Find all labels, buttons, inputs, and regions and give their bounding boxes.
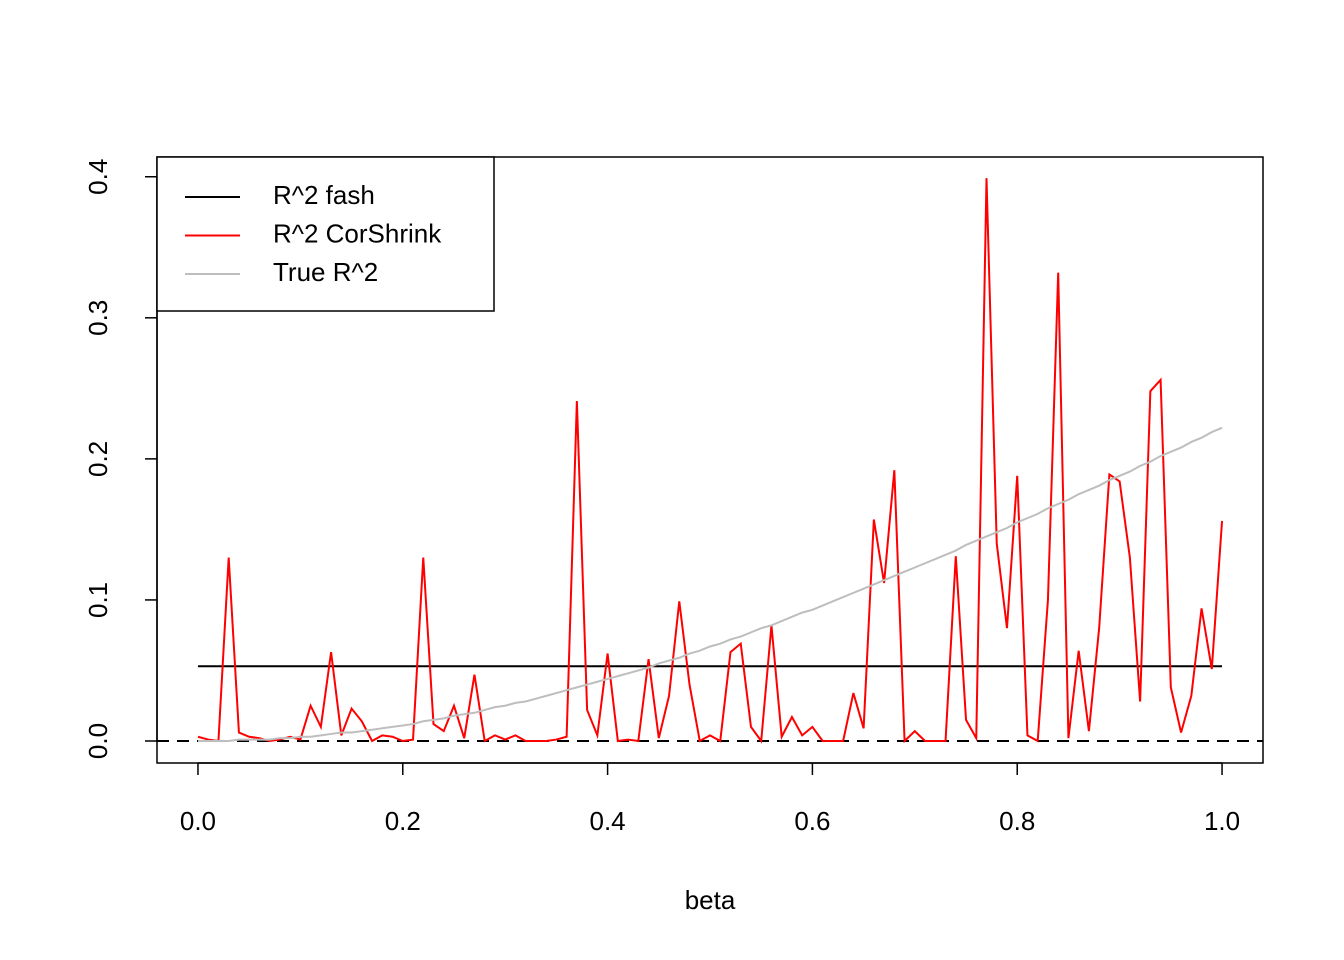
legend-label: True R^2 bbox=[273, 257, 378, 287]
x-tick-label: 0.2 bbox=[385, 806, 421, 836]
legend-label: R^2 fash bbox=[273, 180, 375, 210]
y-tick-label: 0.2 bbox=[83, 441, 113, 477]
x-tick-label: 0.6 bbox=[794, 806, 830, 836]
x-tick-label: 0.0 bbox=[180, 806, 216, 836]
x-tick-label: 1.0 bbox=[1204, 806, 1240, 836]
y-tick-label: 0.3 bbox=[83, 300, 113, 336]
y-tick-label: 0.0 bbox=[83, 723, 113, 759]
data-line bbox=[197, 426, 1223, 742]
legend-box bbox=[156, 156, 495, 312]
legend-label: R^2 CorShrink bbox=[273, 218, 442, 248]
y-tick-label: 0.1 bbox=[83, 582, 113, 618]
data-line bbox=[197, 178, 1224, 744]
y-tick-label: 0.4 bbox=[83, 159, 113, 195]
x-tick-label: 0.4 bbox=[590, 806, 626, 836]
x-axis-label: beta bbox=[685, 885, 736, 915]
x-tick-label: 0.8 bbox=[999, 806, 1035, 836]
